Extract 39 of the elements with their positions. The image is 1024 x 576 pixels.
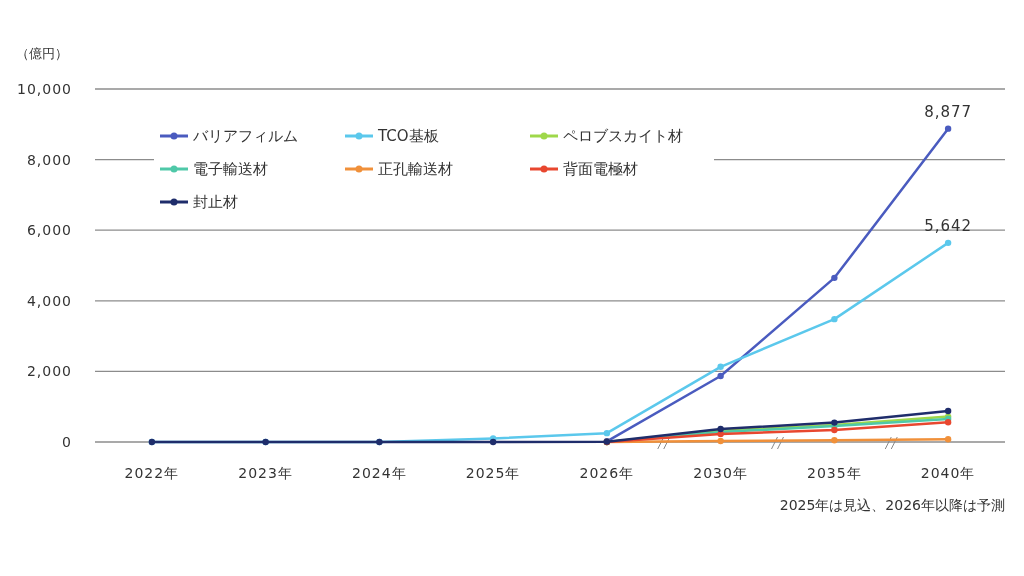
point bbox=[831, 274, 838, 282]
point bbox=[831, 426, 838, 434]
x-tick-label: 2023年 bbox=[238, 465, 293, 481]
legend-label: TCO基板 bbox=[377, 127, 439, 145]
data-label: 5,642 bbox=[924, 216, 973, 235]
point bbox=[717, 363, 724, 371]
y-tick-label: 6,000 bbox=[26, 222, 72, 239]
x-tick-label: 2024年 bbox=[352, 465, 407, 481]
data-label: 8,877 bbox=[924, 102, 973, 121]
text: 2025年は見込、2026年以降は予測 bbox=[779, 497, 1005, 513]
legend-label: 電子輸送材 bbox=[193, 160, 268, 178]
y-tick-label: 2,000 bbox=[26, 363, 72, 380]
point bbox=[944, 239, 952, 247]
legend-label: 封止材 bbox=[193, 193, 238, 211]
point bbox=[717, 437, 724, 445]
x-tick-label: 2022年 bbox=[124, 465, 180, 481]
x-tick-label: 2025年 bbox=[465, 465, 521, 481]
point bbox=[944, 407, 952, 415]
y-tick-label: 0 bbox=[62, 434, 72, 450]
x-tick-label: 2035年 bbox=[807, 465, 862, 481]
y-tick-label: 10,000 bbox=[17, 81, 72, 97]
point bbox=[944, 125, 952, 132]
x-tick-label: 2030年 bbox=[693, 465, 748, 481]
legend-label: 背面電極材 bbox=[563, 160, 638, 178]
point bbox=[944, 435, 952, 443]
point bbox=[717, 372, 724, 380]
point bbox=[831, 315, 838, 323]
x-tick-label: 2026年 bbox=[579, 465, 635, 481]
point bbox=[603, 429, 611, 437]
point bbox=[831, 437, 838, 444]
point bbox=[489, 438, 497, 446]
legend-label: バリアフィルム bbox=[192, 127, 298, 145]
y-tick-label: 8,000 bbox=[26, 151, 72, 168]
y-tick-label: 4,000 bbox=[26, 292, 72, 309]
y-axis-title: （億円） bbox=[16, 46, 68, 61]
point bbox=[944, 419, 952, 426]
legend-label: ペロブスカイト材 bbox=[563, 127, 683, 145]
legend-label: 正孔輸送材 bbox=[378, 160, 453, 178]
x-tick-label: 2040年 bbox=[920, 465, 976, 481]
